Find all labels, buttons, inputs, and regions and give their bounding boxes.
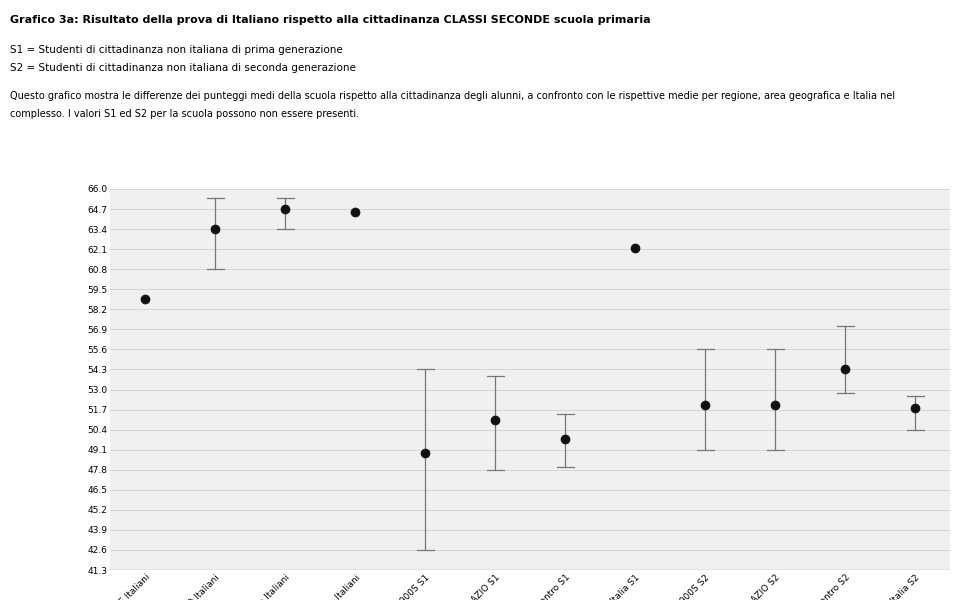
Text: Grafico 3a: Risultato della prova di Italiano rispetto alla cittadinanza CLASSI : Grafico 3a: Risultato della prova di Ita… [10,15,650,25]
Text: S2 = Studenti di cittadinanza non italiana di seconda generazione: S2 = Studenti di cittadinanza non italia… [10,63,355,73]
Text: Questo grafico mostra le differenze dei punteggi medi della scuola rispetto alla: Questo grafico mostra le differenze dei … [10,91,895,101]
Text: S1 = Studenti di cittadinanza non italiana di prima generazione: S1 = Studenti di cittadinanza non italia… [10,45,343,55]
Text: complesso. I valori S1 ed S2 per la scuola possono non essere presenti.: complesso. I valori S1 ed S2 per la scuo… [10,109,359,119]
